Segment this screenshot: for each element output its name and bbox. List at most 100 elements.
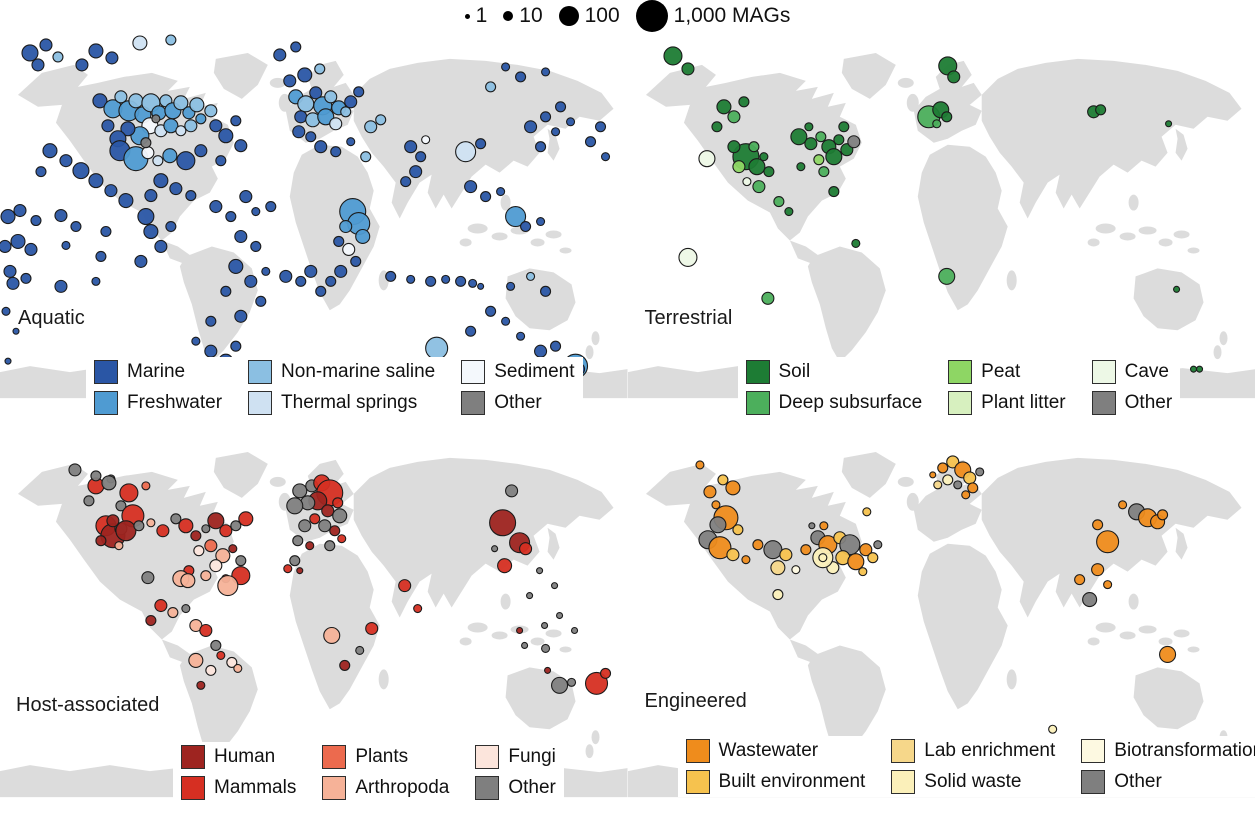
map-bubble (52, 51, 64, 63)
map-bubble (24, 242, 38, 256)
map-bubble (540, 285, 552, 297)
map-bubble (340, 106, 352, 118)
map-bubble (92, 93, 108, 109)
legend-item-peat: Peat (948, 360, 1065, 384)
size-legend-item: 1 (464, 4, 487, 28)
map-bubble (541, 621, 549, 630)
legend-column: Soil Deep subsurface (745, 360, 922, 415)
map-bubble (803, 122, 813, 132)
map-bubble (332, 508, 348, 524)
map-bubble (1073, 574, 1085, 586)
map-bubble (398, 579, 412, 593)
map-bubble (4, 357, 12, 365)
map-bubble (119, 483, 139, 503)
legend-item-biotransformation: Biotransformation (1081, 739, 1255, 763)
map-bubble (334, 264, 348, 278)
map-bubble (455, 141, 477, 163)
map-bubble (570, 626, 579, 635)
legend-engineered: Wastewater Built environment Lab enrichmen… (677, 736, 1255, 797)
map-bubble (20, 272, 32, 284)
map-bubble (106, 514, 120, 528)
map-bubble (946, 70, 960, 84)
legend-column: Cave Other (1091, 360, 1172, 415)
legend-swatch (1081, 739, 1106, 763)
map-bubble (39, 38, 53, 52)
map-bubble (209, 200, 223, 214)
size-legend-label: 100 (584, 4, 620, 27)
map-bubble (144, 189, 158, 203)
map-bubble (146, 518, 156, 528)
map-bubble (515, 71, 527, 83)
map-bubble (199, 623, 213, 638)
map-bubble (170, 513, 182, 525)
map-bubble (230, 340, 242, 352)
map-bubble (409, 165, 423, 179)
legend-label: Sediment (494, 361, 575, 382)
map-bubble (339, 219, 353, 234)
world-map (0, 34, 628, 399)
legend-swatch (685, 770, 710, 794)
legend-item-plants: Plants (322, 745, 449, 769)
map-bubble (329, 117, 343, 131)
legend-label: Other (1114, 771, 1162, 792)
map-bubble (230, 520, 242, 532)
map-bubble (858, 543, 872, 557)
map-bubble (1047, 724, 1057, 734)
map-bubble (238, 511, 254, 527)
map-bubble (790, 565, 800, 575)
map-bubble (201, 524, 211, 534)
map-bubble (1, 306, 11, 316)
map-bubble (940, 111, 952, 123)
legend-swatch (475, 745, 500, 769)
map-bubble (941, 474, 953, 486)
legend-label: Human (214, 746, 276, 767)
map-bubble (536, 216, 546, 227)
map-bubble (931, 119, 941, 129)
legend-column: Human Mammals (181, 745, 296, 800)
legend-swatch (948, 360, 973, 384)
panel-title-aquatic: Aquatic (18, 307, 85, 329)
map-bubble (555, 101, 567, 113)
map-bubble (541, 643, 551, 653)
map-bubble (330, 146, 342, 158)
legend-column: Plants Arthropoda (322, 745, 449, 800)
map-bubble (536, 567, 544, 575)
map-bubble (191, 336, 201, 346)
map-bubble (137, 208, 155, 226)
map-bubble (195, 113, 207, 125)
map-bubble (234, 139, 248, 153)
map-bubble (61, 240, 71, 251)
map-bubble (477, 282, 485, 290)
map-bubble (353, 86, 365, 98)
map-bubble (30, 214, 42, 227)
legend-swatch (248, 391, 273, 415)
map-bubble (818, 521, 828, 531)
size-legend-label: 1,000 MAGs (673, 4, 791, 27)
panel-title-engineered: Engineered (644, 690, 747, 712)
map-bubble (204, 344, 218, 358)
panel-title-terrestrial: Terrestrial (644, 307, 733, 329)
legend-item-fungi: Fungi (475, 745, 556, 769)
map-bubble (556, 611, 564, 620)
legend-swatch (1091, 360, 1116, 384)
map-bubble (346, 137, 356, 147)
map-bubble (360, 151, 372, 163)
map-bubble (317, 108, 335, 126)
map-bubble (54, 279, 68, 293)
map-bubble (154, 599, 168, 613)
map-bubble (824, 148, 842, 166)
map-bubble (747, 158, 765, 176)
map-bubble (204, 539, 218, 553)
map-bubble (551, 582, 559, 590)
legend-label: Plant litter (981, 392, 1066, 413)
map-bubble (178, 518, 194, 534)
map-bubble (209, 559, 223, 573)
map-bubble (778, 548, 792, 562)
map-bubble (226, 656, 238, 668)
panel-title-host-associated: Host-associated (16, 694, 160, 716)
map-bubble (599, 667, 612, 679)
legend-item-marine: Marine (94, 360, 222, 384)
map-bubble (323, 626, 341, 645)
size-legend: 1 10 100 1,000 MAGs (0, 0, 1255, 32)
